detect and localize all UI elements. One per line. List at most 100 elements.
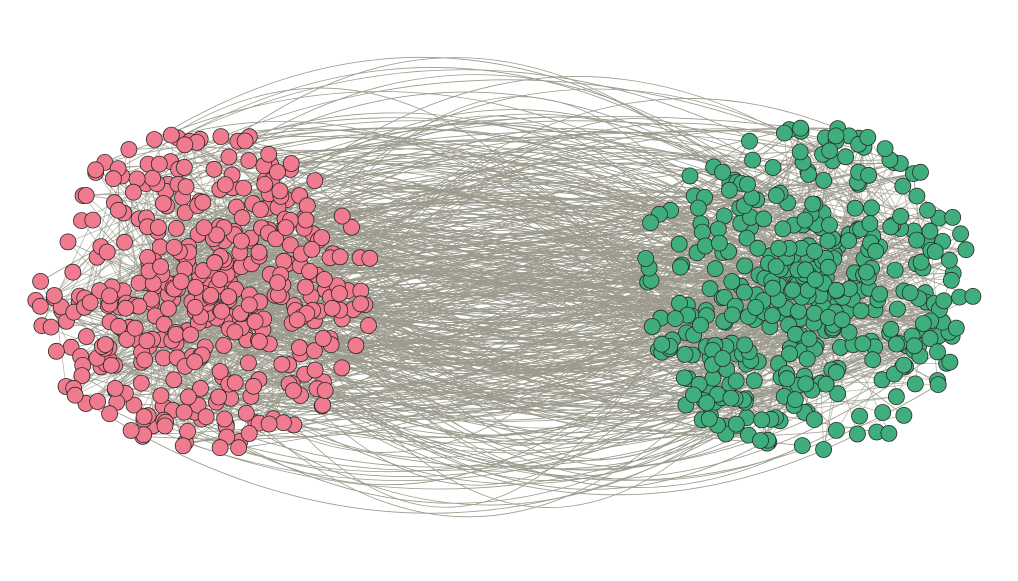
node [269, 163, 286, 181]
node [819, 232, 837, 250]
node [89, 393, 106, 410]
node [32, 272, 49, 290]
node [233, 209, 251, 227]
node [721, 181, 738, 199]
node [912, 253, 930, 271]
node [186, 353, 204, 371]
node [98, 243, 116, 261]
node [849, 425, 866, 443]
node [723, 306, 741, 324]
node [305, 342, 323, 360]
node [235, 179, 253, 197]
node [666, 310, 684, 328]
node [260, 415, 278, 433]
edge [332, 146, 865, 258]
node [690, 199, 707, 217]
node [118, 331, 136, 348]
node [837, 148, 855, 166]
edge [341, 270, 707, 369]
node [215, 337, 233, 354]
node [245, 377, 262, 395]
node [694, 223, 711, 241]
edge [307, 202, 651, 224]
edge [154, 139, 370, 259]
node [122, 422, 140, 439]
edge [312, 183, 793, 275]
node [78, 328, 95, 345]
node [192, 379, 209, 397]
node [211, 363, 229, 380]
node [908, 231, 925, 249]
edge [260, 76, 901, 217]
node [672, 258, 689, 276]
node [888, 335, 905, 353]
node [45, 287, 63, 304]
node [876, 140, 894, 158]
node [800, 330, 818, 348]
node [271, 182, 289, 200]
node [155, 315, 173, 333]
node [298, 197, 316, 215]
edge [241, 217, 306, 288]
node [767, 187, 785, 204]
node [172, 273, 190, 290]
node [851, 407, 868, 425]
node [239, 354, 257, 372]
node [700, 410, 718, 428]
node [136, 351, 154, 369]
node [194, 262, 212, 280]
node [101, 287, 118, 305]
edge [263, 165, 371, 259]
node [313, 229, 331, 247]
node [352, 295, 370, 313]
node [212, 128, 230, 146]
node [957, 241, 975, 259]
node [767, 258, 785, 276]
node [306, 361, 324, 379]
node [274, 414, 292, 432]
node [864, 351, 882, 369]
node [59, 233, 77, 251]
node [182, 326, 200, 344]
node [202, 286, 220, 304]
node [210, 388, 228, 406]
node [167, 219, 185, 237]
node [804, 195, 822, 213]
node [306, 172, 324, 190]
node [727, 415, 745, 433]
node [786, 391, 804, 409]
edge [304, 267, 650, 375]
cluster-b-nodes [637, 119, 982, 458]
node [226, 323, 244, 341]
node [156, 417, 174, 435]
node [174, 437, 192, 455]
node [819, 309, 837, 326]
edge [268, 153, 719, 232]
node [685, 386, 702, 404]
node [763, 307, 781, 324]
node [282, 155, 300, 172]
node [126, 319, 144, 337]
node [152, 387, 170, 405]
node [275, 252, 293, 270]
node [711, 234, 728, 252]
node [186, 298, 204, 316]
node [821, 216, 838, 234]
node [676, 345, 694, 363]
node [736, 336, 754, 354]
node [861, 215, 879, 233]
node [860, 166, 877, 184]
node [120, 141, 138, 158]
node [208, 226, 226, 244]
node [895, 406, 913, 424]
node [246, 313, 264, 330]
node [149, 218, 167, 236]
node [921, 330, 939, 347]
node [110, 317, 127, 335]
node [880, 424, 898, 442]
node [778, 370, 796, 388]
edge [246, 393, 718, 444]
node [343, 218, 360, 236]
node [906, 375, 924, 393]
edge [277, 171, 732, 282]
